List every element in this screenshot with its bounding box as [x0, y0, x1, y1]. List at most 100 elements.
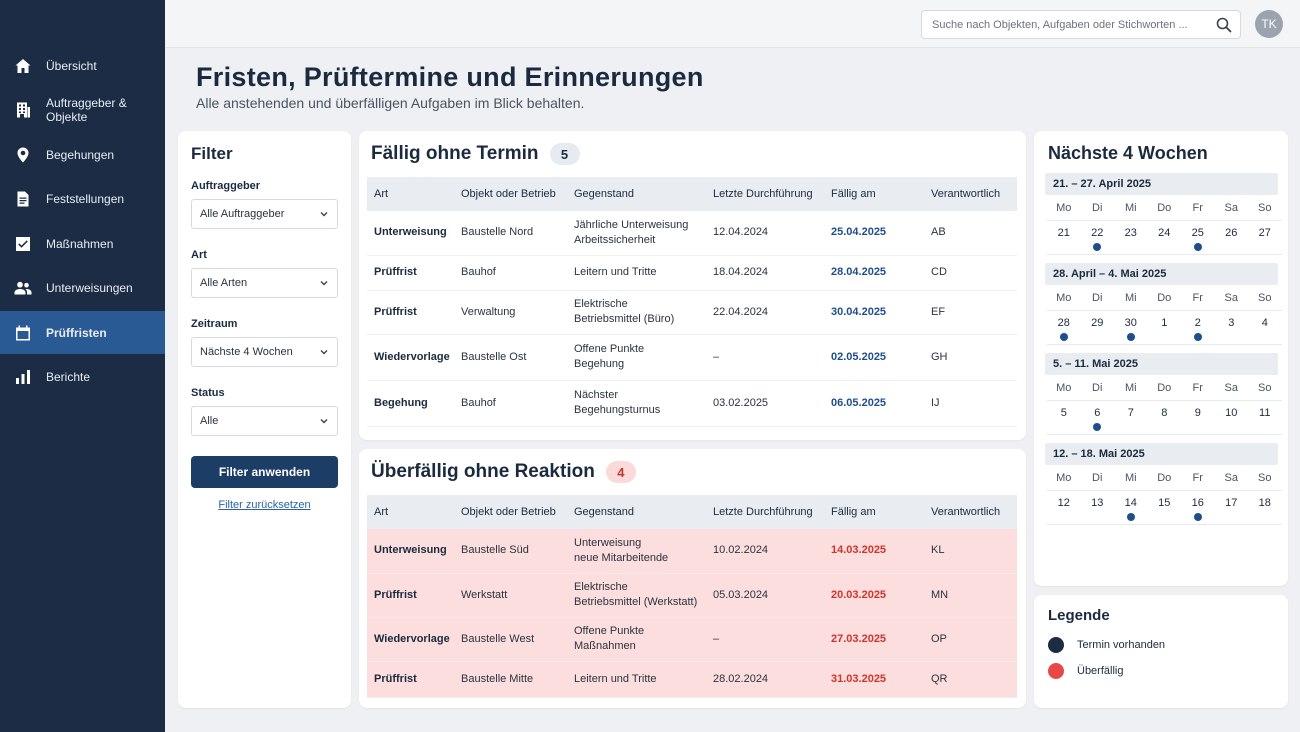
- filter-select-value: Alle Arten: [200, 277, 248, 289]
- calendar-day[interactable]: 29: [1080, 311, 1114, 345]
- column-header: Objekt oder Betrieb: [454, 495, 567, 529]
- calendar-day[interactable]: 6: [1080, 401, 1114, 435]
- calendar-day[interactable]: 5: [1047, 401, 1081, 435]
- filter-select-value: Alle: [200, 415, 219, 427]
- due-date-cell: 27.03.2025: [824, 617, 924, 662]
- calendar-day[interactable]: 25: [1181, 221, 1215, 255]
- weekday-label: Fr: [1181, 285, 1215, 311]
- avatar[interactable]: TK: [1255, 10, 1283, 38]
- day-number: 12: [1057, 497, 1070, 509]
- calendar-day[interactable]: 1: [1147, 311, 1181, 345]
- calendar-day[interactable]: 8: [1147, 401, 1181, 435]
- sidebar-item-calendar[interactable]: Prüffristen: [0, 311, 165, 354]
- calendar-day[interactable]: 16: [1181, 491, 1215, 525]
- day-number: 5: [1060, 407, 1067, 419]
- object-cell: Baustelle West: [454, 617, 567, 662]
- calendar-day[interactable]: 17: [1214, 491, 1248, 525]
- calendar-day[interactable]: 11: [1248, 401, 1282, 435]
- column-header: Art: [367, 495, 454, 529]
- calendar-day[interactable]: 18: [1248, 491, 1282, 525]
- table-row[interactable]: Unterweisung Baustelle Süd Unterweisung ne…: [367, 529, 1017, 574]
- search-box[interactable]: [921, 10, 1241, 39]
- location-pin-icon: [14, 146, 32, 164]
- day-number: 16: [1191, 497, 1204, 509]
- day-number: 28: [1057, 317, 1070, 329]
- calendar-week: 12. – 18. Mai 2025 Mo Di Mi Do Fr Sa So 12 13 14 15…: [1045, 443, 1282, 525]
- sidebar-item-checkbox[interactable]: Maßnahmen: [0, 222, 165, 265]
- calendar-day[interactable]: 12: [1047, 491, 1081, 525]
- calendar-day[interactable]: 30: [1114, 311, 1148, 345]
- object-cell: Baustelle Süd: [454, 529, 567, 574]
- sidebar-item-label: Prüffristen: [46, 325, 107, 340]
- search-input[interactable]: [932, 18, 1212, 31]
- table-row[interactable]: Begehung Bauhof Nächster Begehungsturnus 03…: [367, 380, 1017, 427]
- table-row[interactable]: Wiedervorlage Baustelle West Offene Punkte…: [367, 617, 1017, 662]
- calendar-day[interactable]: 4: [1248, 311, 1282, 345]
- table-row[interactable]: Wiedervorlage Baustelle Ost Offene Punkte …: [367, 334, 1017, 381]
- sidebar-item-building[interactable]: Auftraggeber & Objekte: [0, 89, 165, 132]
- calendar-day[interactable]: 7: [1114, 401, 1148, 435]
- type-cell: Unterweisung: [367, 211, 454, 256]
- legend-item: Überfällig: [1048, 663, 1274, 679]
- search-icon[interactable]: [1216, 17, 1232, 33]
- reset-filter-link[interactable]: Filter zurücksetzen: [218, 499, 311, 511]
- sidebar-item-document[interactable]: Feststellungen: [0, 178, 165, 221]
- calendar-day[interactable]: 22: [1080, 221, 1114, 255]
- weekday-label: So: [1248, 465, 1282, 491]
- calendar-day[interactable]: 15: [1147, 491, 1181, 525]
- table-row[interactable]: Prüffrist Baustelle Mitte Leitern und Trit…: [367, 661, 1017, 698]
- last-run-cell: 28.02.2024: [706, 661, 824, 698]
- sidebar-item-location-pin[interactable]: Begehungen: [0, 133, 165, 176]
- weekday-label: Do: [1147, 195, 1181, 221]
- filter-label: Status: [191, 387, 225, 399]
- weekday-label: Mo: [1047, 195, 1081, 221]
- calendar-day[interactable]: 2: [1181, 311, 1215, 345]
- calendar-day[interactable]: 13: [1080, 491, 1114, 525]
- calendar-day[interactable]: 26: [1214, 221, 1248, 255]
- filter-label: Auftraggeber: [191, 180, 261, 192]
- table-row[interactable]: Prüffrist Bauhof Leitern und Tritte 18.04.2…: [367, 255, 1017, 291]
- filter-select[interactable]: Alle: [191, 406, 338, 436]
- type-cell: Prüffrist: [367, 661, 454, 698]
- calendar-day[interactable]: 21: [1047, 221, 1081, 255]
- filter-select[interactable]: Alle Arten: [191, 268, 338, 298]
- filter-select[interactable]: Nächste 4 Wochen: [191, 337, 338, 367]
- weekday-label: Mi: [1114, 285, 1148, 311]
- sidebar-item-label: Auftraggeber & Objekte: [46, 96, 127, 124]
- chevron-down-icon: [320, 419, 328, 424]
- calendar-panel: Nächste 4 Wochen 21. – 27. April 2025 Mo D…: [1034, 131, 1288, 586]
- filter-select[interactable]: Alle Auftraggeber: [191, 199, 338, 229]
- calendar-day[interactable]: 28: [1047, 311, 1081, 345]
- week-range-label: 5. – 11. Mai 2025: [1045, 353, 1278, 375]
- table-row[interactable]: Prüffrist Verwaltung Elektrische Betriebsm…: [367, 290, 1017, 335]
- weekday-label: Mo: [1047, 285, 1081, 311]
- calendar-day[interactable]: 9: [1181, 401, 1215, 435]
- legend-dot: [1048, 663, 1064, 679]
- sidebar-item-people[interactable]: Unterweisungen: [0, 267, 165, 310]
- day-number: 10: [1225, 407, 1238, 419]
- owner-cell: AB: [924, 211, 1017, 256]
- calendar-day[interactable]: 24: [1147, 221, 1181, 255]
- table-row[interactable]: Prüffrist Werkstatt Elektrische Betriebsmi…: [367, 573, 1017, 618]
- due-date-cell: 20.03.2025: [824, 573, 924, 618]
- sidebar-item-home[interactable]: Übersicht: [0, 44, 165, 87]
- apply-filter-button[interactable]: Filter anwenden: [191, 456, 338, 488]
- calendar-day[interactable]: 27: [1248, 221, 1282, 255]
- sidebar-item-label: Übersicht: [46, 58, 97, 73]
- table-row[interactable]: Unterweisung Baustelle Nord Jährliche Unte…: [367, 211, 1017, 256]
- due-date-cell: 30.04.2025: [824, 290, 924, 335]
- due-date-cell: 06.05.2025: [824, 380, 924, 427]
- overdue-panel: Überfällig ohne Reaktion 4 Art Objekt ode…: [359, 449, 1026, 708]
- appointment-dot: [1126, 333, 1135, 341]
- appointment-dot: [1093, 423, 1102, 431]
- calendar-day[interactable]: 10: [1214, 401, 1248, 435]
- calendar-day[interactable]: 23: [1114, 221, 1148, 255]
- weekday-label: Di: [1080, 465, 1114, 491]
- filter-panel: Filter Auftraggeber Alle Auftraggeber Art A…: [178, 131, 351, 708]
- week-range-label: 21. – 27. April 2025: [1045, 173, 1278, 195]
- sidebar-item-bar-chart[interactable]: Berichte: [0, 356, 165, 399]
- calendar-day[interactable]: 3: [1214, 311, 1248, 345]
- day-number: 25: [1191, 227, 1204, 239]
- calendar-day[interactable]: 14: [1114, 491, 1148, 525]
- table-header-row: Art Objekt oder Betrieb Gegenstand Letzte D…: [367, 177, 1017, 211]
